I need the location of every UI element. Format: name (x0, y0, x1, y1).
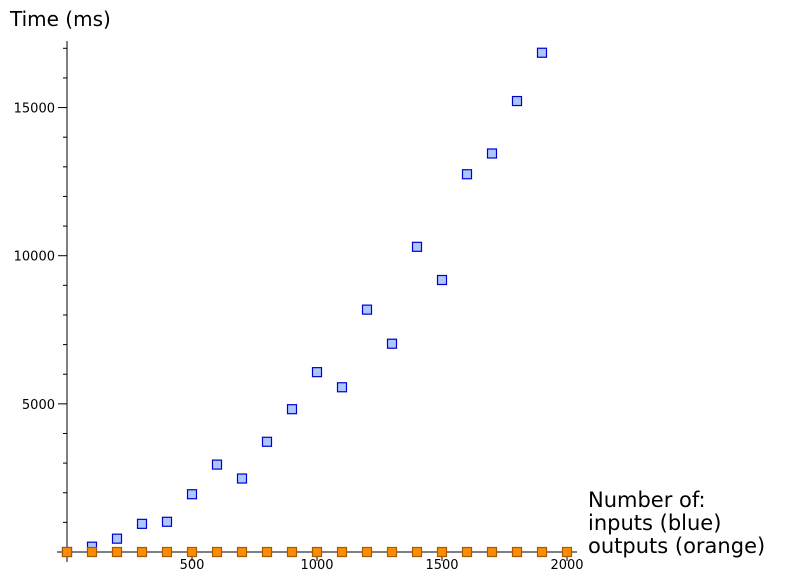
output-marker (111, 546, 123, 558)
input-marker (111, 533, 123, 544)
output-marker (511, 546, 523, 558)
output-marker (311, 546, 323, 558)
output-marker (261, 546, 273, 558)
output-marker (386, 546, 398, 558)
axis-ticks: 500 1000 1500 2000 5000 10000 15000 (14, 47, 584, 573)
x-tick-label: 1500 (425, 558, 458, 573)
output-marker (286, 546, 298, 558)
x-tick-label: 500 (180, 558, 205, 573)
output-marker (361, 546, 373, 558)
input-marker (286, 404, 298, 415)
data-markers (61, 47, 573, 558)
output-marker (336, 546, 348, 558)
output-marker (461, 546, 473, 558)
input-marker (136, 518, 148, 529)
output-marker (211, 546, 223, 558)
output-marker (186, 546, 198, 558)
y-tick-label: 15000 (14, 102, 55, 117)
y-tick-label: 5000 (22, 398, 55, 413)
output-marker (61, 546, 73, 558)
x-tick-label: 1000 (300, 558, 333, 573)
input-marker (311, 367, 323, 378)
input-marker (186, 489, 198, 500)
input-marker (386, 338, 398, 349)
output-marker (161, 546, 173, 558)
input-marker (486, 148, 498, 159)
y-tick-label: 10000 (14, 250, 55, 265)
x-axis-label-line-2: inputs (blue) (588, 511, 721, 535)
input-marker (336, 382, 348, 393)
input-marker (411, 241, 423, 252)
input-marker (461, 169, 473, 180)
output-marker (486, 546, 498, 558)
input-marker (211, 459, 223, 470)
input-marker (511, 95, 523, 107)
input-marker (536, 47, 548, 58)
output-marker (436, 546, 448, 558)
output-marker (561, 546, 573, 558)
x-axis-label: Number of: inputs (blue) outputs (orange… (588, 488, 765, 558)
x-axis-label-line-1: Number of: (588, 488, 706, 512)
output-marker (86, 546, 98, 558)
input-marker (161, 516, 173, 527)
output-marker (136, 546, 148, 558)
x-tick-label: 2000 (550, 558, 583, 573)
y-axis-label: Time (ms) (9, 7, 111, 31)
output-marker (411, 546, 423, 558)
input-marker (361, 304, 373, 315)
x-axis-label-line-3: outputs (orange) (588, 534, 765, 558)
input-marker (236, 473, 248, 484)
output-marker (236, 546, 248, 558)
input-marker (261, 436, 273, 447)
output-marker (536, 546, 548, 558)
input-marker (436, 274, 448, 286)
